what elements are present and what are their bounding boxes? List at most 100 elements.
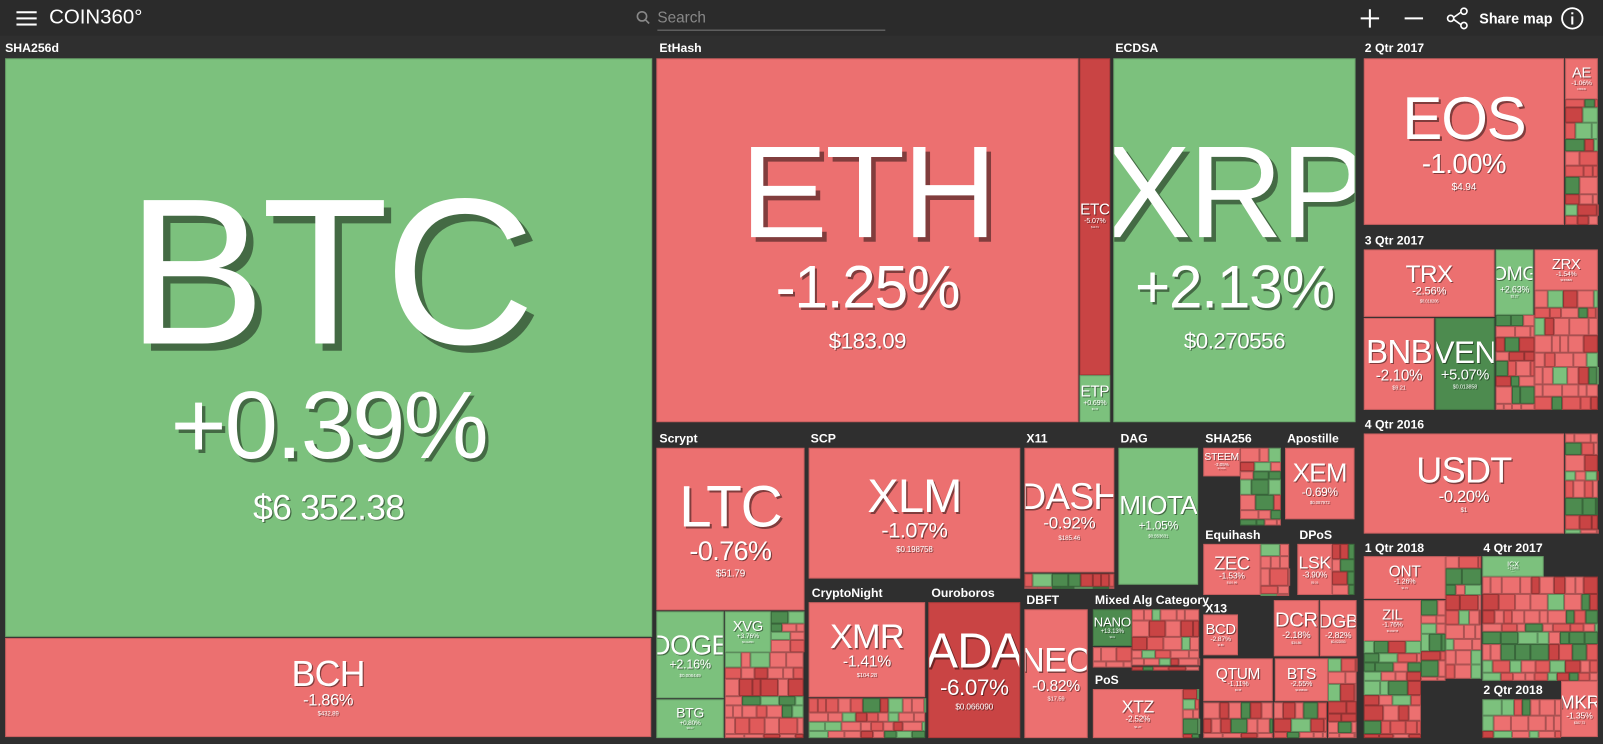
zoom-out[interactable] — [1404, 8, 1424, 28]
coin-tile[interactable]: MIOTA +1.05% $0.553631 — [1118, 447, 1199, 585]
mosaic-cell — [1211, 718, 1221, 733]
coin-tile[interactable]: XVG +3.76% $0.012830 — [724, 611, 771, 653]
mosaic-cell — [778, 717, 798, 735]
mosaic-cell — [1257, 732, 1273, 739]
coin-tile[interactable]: VEN +5.07% $0.013858 — [1435, 317, 1495, 410]
coin-change: -0.69% — [1301, 486, 1338, 499]
coin-tile[interactable]: STEEM -3.05% $0.701585 — [1203, 447, 1241, 477]
mosaic-cell — [1363, 720, 1382, 735]
coin-tile[interactable]: ZIL -1.76% $0.032735 — [1363, 600, 1421, 641]
mosaic-cell — [1583, 623, 1595, 632]
coin-tile[interactable]: BCD -2.87% $1.89 — [1203, 614, 1239, 656]
coin-tile[interactable]: DASH -0.92% $185.46 — [1024, 447, 1115, 573]
coin-tile[interactable]: ETH -1.25% $183.09 — [656, 58, 1079, 423]
coin-tile[interactable]: QTUM -1.11% $3.35 — [1203, 658, 1273, 702]
mosaic-cell — [1565, 480, 1574, 498]
mosaic-cell — [1579, 194, 1593, 205]
coin-tile[interactable]: ETP +0.69% $3.15 — [1079, 375, 1111, 423]
mosaic-cell — [1511, 403, 1522, 410]
share-map[interactable]: Share map — [1479, 10, 1553, 27]
coin-tile[interactable]: XMR -1.41% $104.28 — [808, 602, 926, 698]
share-icon[interactable] — [1446, 6, 1471, 31]
coin-tile[interactable]: AE -1.06% 0.86449 — [1565, 58, 1598, 100]
mosaic-cell — [1340, 683, 1355, 702]
coin-tile[interactable]: LSK -3.90% $3.31 — [1297, 543, 1333, 595]
mosaic-cell — [1024, 573, 1033, 587]
coin-tile[interactable]: BTS -2.55% $0.098340 — [1274, 658, 1328, 702]
coin-tile[interactable]: XRP +2.13% $0.270556 — [1113, 58, 1356, 423]
search-input[interactable]: Search — [657, 9, 886, 31]
coin-symbol: ETC — [1080, 201, 1110, 219]
coin-tile[interactable]: MKR -1.35% $307.73 — [1561, 680, 1598, 738]
coin-tile[interactable]: DCR -2.18% $34.86 — [1273, 600, 1319, 657]
coin-tile[interactable]: NANO +13.13% $2.01 — [1092, 609, 1132, 647]
coin-tile[interactable]: NEO-0.82%$17.59 — [1024, 609, 1088, 739]
mosaic-cell — [888, 712, 899, 722]
coin-tile[interactable]: EOS -1.00% $4.94 — [1363, 58, 1565, 225]
mosaic-cell — [1565, 471, 1576, 481]
coin-change: -2.18% — [1282, 630, 1311, 641]
mosaic-cell — [1565, 165, 1584, 177]
coin-tile[interactable]: OMG+2.63%$3.27 — [1495, 249, 1534, 315]
logo[interactable]: COIN360° — [49, 6, 143, 29]
mosaic-cell — [873, 730, 885, 739]
mosaic-cell — [1575, 576, 1584, 594]
coin-tile[interactable]: BNB -2.10% $9.21 — [1363, 317, 1435, 410]
mosaic-cell — [1390, 720, 1406, 735]
coin-change: -1.86% — [303, 691, 354, 710]
coin-tile[interactable]: BTG +0.80% $19.17 — [656, 699, 724, 739]
mosaic-cell — [1588, 215, 1598, 225]
zoom-in[interactable] — [1360, 8, 1380, 28]
coin-tile[interactable]: BCH -1.86% $432.89 — [5, 637, 652, 738]
mosaic-cell — [1596, 471, 1599, 481]
coin-price: $9.21 — [1392, 385, 1406, 392]
mosaic-cell — [1593, 139, 1598, 152]
mosaic-cell — [1363, 680, 1381, 696]
coin-tile[interactable]: DGB -2.82% $0.022050 — [1319, 600, 1357, 657]
mosaic-cell — [1420, 676, 1438, 681]
coin-tile[interactable]: XTZ -2.52% $1.27 — [1092, 689, 1183, 739]
coin-change: -2.87% — [1210, 635, 1231, 644]
mosaic-cell — [1143, 658, 1160, 666]
coin-price: $1.89 — [1217, 643, 1224, 648]
coin-tile[interactable]: USDT -0.20% $1 — [1363, 433, 1565, 534]
mosaic-cell — [1510, 715, 1529, 731]
mosaic-cell — [1257, 718, 1270, 733]
coin-tile[interactable]: ETC -5.07% $10.74 — [1079, 58, 1111, 376]
coin-tile[interactable]: DOGE+2.16%$0.006449 — [656, 611, 724, 699]
coin-tile[interactable]: ONT -1.26% $1.74 — [1363, 556, 1446, 600]
coin-tile[interactable]: XEM -0.69% $0.087972 — [1285, 447, 1355, 520]
coin-tile[interactable]: LTC -0.76% $51.79 — [656, 447, 805, 611]
mosaic-cell — [1131, 636, 1148, 651]
mosaic-cell — [1539, 610, 1548, 624]
mosaic-cell — [1478, 556, 1482, 569]
mosaic-cell — [1525, 623, 1543, 632]
mosaic-cell — [741, 652, 751, 668]
mosaic-cell — [1241, 732, 1258, 739]
mosaic-cell — [1547, 593, 1565, 611]
menu-button[interactable] — [16, 10, 37, 26]
mosaic-cell — [1182, 699, 1196, 710]
mosaic-cell — [1551, 396, 1563, 410]
coin-tile[interactable]: ZEC -1.53% $110.66 — [1203, 543, 1261, 595]
coin-tile[interactable]: BTC +0.39% $6 352.38 — [5, 58, 653, 637]
mosaic-cell — [1182, 734, 1193, 739]
mosaic-cell — [1585, 471, 1597, 481]
mosaic-cell — [1445, 568, 1462, 585]
mosaic-cell — [1577, 204, 1597, 216]
coin-symbol: BCH — [291, 653, 366, 694]
coin-tile[interactable]: ICX +1.24% $1.04 — [1482, 556, 1544, 577]
coin-tile[interactable]: ZRX -1.54% $0.509829 — [1534, 249, 1598, 291]
mosaic-cell — [1323, 718, 1327, 732]
mosaic-cell — [1586, 352, 1598, 368]
coin-tile[interactable]: XLM -1.07% $0.198758 — [808, 447, 1021, 579]
info-button[interactable] — [1560, 6, 1585, 31]
coin-change: -1.25% — [775, 254, 961, 322]
mosaic-cell — [1188, 650, 1200, 659]
mosaic-cell — [1534, 352, 1545, 368]
coin-tile[interactable]: TRX -2.56% $0.018206 — [1363, 249, 1495, 317]
mosaic-cell — [924, 698, 927, 713]
coin-symbol: XVG — [732, 618, 763, 635]
mosaic-cell — [1542, 367, 1553, 385]
coin-tile[interactable]: ADA -6.07% $0.066090 — [928, 602, 1021, 739]
